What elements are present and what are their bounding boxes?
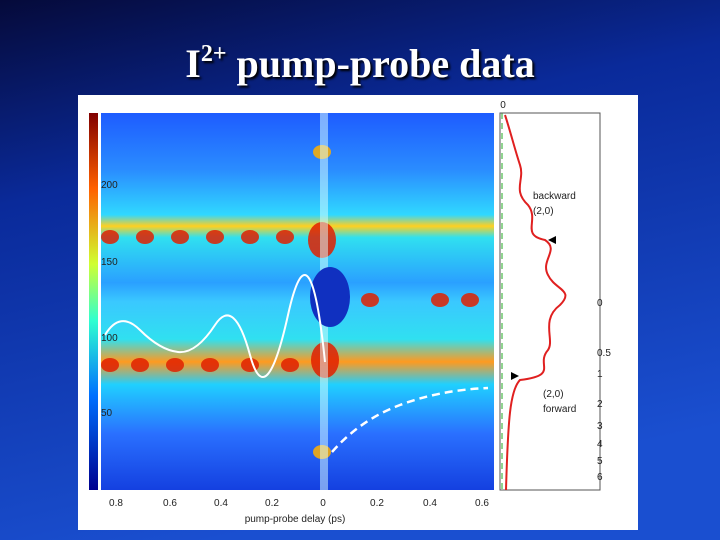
hot-spot	[171, 230, 189, 244]
hot-spot	[101, 358, 119, 372]
hot-spot	[361, 293, 379, 307]
colorbar-tick-label: 50	[101, 408, 113, 419]
oscillation-curve	[104, 274, 326, 378]
annotation: backward	[533, 191, 576, 202]
hot-spot	[276, 230, 294, 244]
hot-spot	[136, 230, 154, 244]
right-tick-label: 6	[597, 472, 603, 483]
arrow	[548, 236, 556, 244]
right-tick-label: 5	[597, 456, 603, 467]
right-tick-label: 2	[597, 399, 603, 410]
title-text: pump-probe data	[226, 41, 535, 86]
colorbar-tick-label: 100	[101, 333, 118, 344]
colorbar-tick-label: 150	[101, 257, 118, 268]
colorbar	[89, 113, 98, 490]
x-tick-label: 0.6	[163, 498, 177, 509]
annotation: (2,0)	[533, 206, 554, 217]
hot-spot	[281, 358, 299, 372]
x-tick-label: 0.4	[423, 498, 437, 509]
hot-spot	[101, 230, 119, 244]
spectrum-line	[504, 114, 567, 491]
x-tick-label: 0	[320, 498, 326, 509]
right-tick-label: 1	[597, 369, 603, 380]
depletion	[310, 267, 350, 327]
hot-spot	[201, 358, 219, 372]
heatmap	[101, 113, 494, 490]
hot-spot	[206, 230, 224, 244]
title-text: I	[185, 41, 201, 86]
arrow	[511, 372, 519, 380]
x-tick-label: 0.6	[475, 498, 489, 509]
right-tick-label: 4	[597, 439, 603, 450]
hot-spot	[166, 358, 184, 372]
x-axis-label: pump-probe delay (ps)	[245, 514, 346, 525]
colorbar-tick-label: 200	[101, 180, 118, 191]
x-tick-label: 0.2	[265, 498, 279, 509]
right-tick-label: 3	[597, 421, 603, 432]
title-superscript: 2+	[200, 41, 227, 67]
annotation: (2,0)	[543, 389, 564, 400]
x-tick-label: 0.4	[214, 498, 228, 509]
hot-spot	[431, 293, 449, 307]
right-panel	[499, 112, 601, 491]
hot-spot	[461, 293, 479, 307]
right-tick-label: 0	[597, 298, 603, 309]
x-tick-label: 0.8	[109, 498, 123, 509]
dashed-curve	[331, 386, 489, 453]
hot-spot	[241, 230, 259, 244]
right-tick-label: 0.5	[597, 348, 611, 359]
slide-title: I2+ pump-probe data	[0, 40, 720, 87]
x-tick-label: 0.2	[370, 498, 384, 509]
hot-spot	[131, 358, 149, 372]
right-top-tick: 0	[500, 100, 506, 111]
annotation: forward	[543, 404, 576, 415]
